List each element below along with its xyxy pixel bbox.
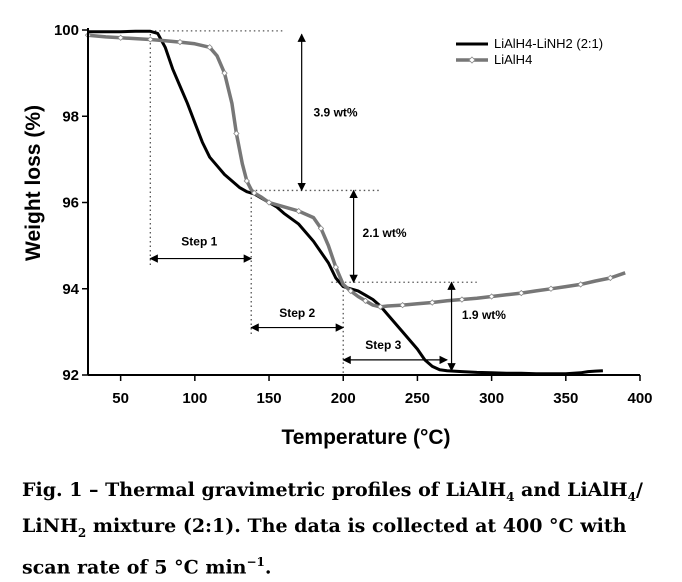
step-1-label: Step 1 [181, 235, 217, 249]
series-2-point [221, 69, 228, 77]
series-2-point [295, 207, 302, 215]
series-2-point [518, 289, 525, 297]
series-2-point [362, 297, 369, 304]
step-2-label: Step 2 [279, 306, 315, 320]
legend-label-2: LiAlH4 [494, 52, 532, 67]
y-tick-label-94: 94 [62, 281, 79, 298]
x-tick-label-50: 50 [112, 390, 129, 407]
x-tick-label-100: 100 [182, 390, 207, 407]
data-series [84, 29, 626, 376]
series-2-point [377, 303, 384, 311]
series-2-point [176, 38, 184, 46]
x-tick-label-300: 300 [479, 390, 504, 407]
series-2-point [347, 287, 354, 295]
series-2-point [317, 225, 325, 232]
y-tick-label-100: 100 [54, 22, 79, 39]
series-2-point [117, 34, 124, 41]
x-tick-label-400: 400 [627, 390, 652, 407]
annotations: Step 1 Step 2 Step 3 3.9 wt% 2.1 wt% 1.9 wt% [149, 33, 506, 372]
series-2-point [332, 264, 339, 271]
tga-chart: 50 100 150 200 250 300 350 400 92 94 96 98 100 Step … [22, 22, 653, 449]
y-tick-label-96: 96 [62, 195, 79, 212]
series-line-1 [88, 29, 603, 376]
y-axis-label: Weight loss (%) [22, 105, 45, 261]
x-axis-label: Temperature (°C) [281, 426, 450, 449]
drop-3-label: 1.9 wt% [462, 308, 506, 322]
series-2-point [607, 274, 614, 282]
guide-lines [149, 30, 477, 373]
y-tick-label-92: 92 [62, 367, 79, 384]
series-2-point [458, 296, 466, 303]
series-2-point [547, 285, 555, 292]
series-line-2 [87, 33, 626, 309]
drop-1-label: 3.9 wt% [314, 105, 358, 119]
series-2-point [243, 177, 250, 185]
step-3-label: Step 3 [365, 338, 401, 352]
series-2-point [429, 299, 436, 306]
x-tick-label-250: 250 [405, 390, 430, 407]
series-2-point [147, 36, 154, 43]
series-2-point [399, 301, 406, 309]
figure-caption: Fig. 1 – Thermal gravimetric profiles of… [22, 479, 643, 578]
x-tick-label-200: 200 [331, 390, 356, 407]
series-2-point [265, 199, 273, 206]
axes [82, 28, 641, 381]
series-2-point [233, 130, 240, 137]
series-2-point [251, 189, 258, 197]
series-2-point [577, 281, 584, 288]
legend: LiAlH4-LiNH2 (2:1)LiAlH4 [456, 36, 603, 67]
tick-labels: 50 100 150 200 250 300 350 400 92 94 96 98 100 [54, 22, 653, 407]
drop-2-label: 2.1 wt% [363, 226, 407, 240]
legend-label-1: LiAlH4-LiNH2 (2:1) [494, 36, 603, 51]
y-tick-label-98: 98 [62, 108, 79, 125]
series-2-point [488, 293, 495, 300]
x-tick-label-350: 350 [553, 390, 578, 407]
series-2-point [206, 44, 213, 51]
x-tick-label-150: 150 [257, 390, 282, 407]
legend-marker-2 [468, 56, 476, 64]
